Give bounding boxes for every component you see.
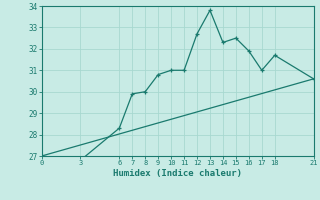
X-axis label: Humidex (Indice chaleur): Humidex (Indice chaleur) <box>113 169 242 178</box>
